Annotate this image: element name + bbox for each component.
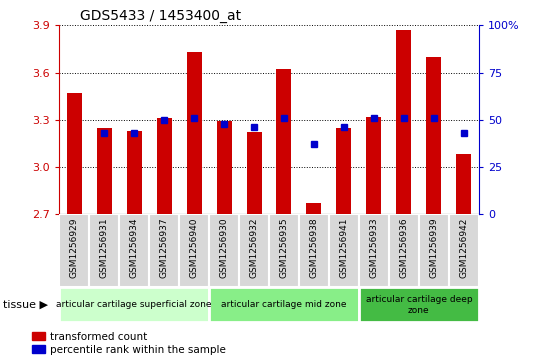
FancyBboxPatch shape	[149, 214, 179, 287]
Bar	[157, 118, 172, 214]
FancyBboxPatch shape	[89, 214, 119, 287]
Legend: transformed count, percentile rank within the sample: transformed count, percentile rank withi…	[32, 332, 226, 355]
Text: GSM1256929: GSM1256929	[69, 218, 79, 278]
Bar	[307, 203, 321, 214]
Bar	[426, 57, 441, 214]
FancyBboxPatch shape	[59, 287, 209, 322]
Text: GSM1256935: GSM1256935	[279, 218, 288, 278]
Text: GSM1256931: GSM1256931	[100, 218, 109, 278]
Text: articular cartilage superficial zone: articular cartilage superficial zone	[56, 301, 212, 309]
Text: GSM1256933: GSM1256933	[370, 218, 378, 278]
FancyBboxPatch shape	[359, 287, 479, 322]
FancyBboxPatch shape	[59, 214, 89, 287]
Bar	[216, 121, 231, 214]
Text: articular cartilage deep
zone: articular cartilage deep zone	[365, 295, 472, 315]
Text: GSM1256938: GSM1256938	[309, 218, 318, 278]
Text: GSM1256941: GSM1256941	[339, 218, 349, 278]
Text: tissue ▶: tissue ▶	[3, 300, 48, 310]
FancyBboxPatch shape	[299, 214, 329, 287]
Text: GSM1256932: GSM1256932	[250, 218, 259, 278]
FancyBboxPatch shape	[329, 214, 359, 287]
Text: GSM1256936: GSM1256936	[399, 218, 408, 278]
FancyBboxPatch shape	[419, 214, 449, 287]
Text: GSM1256942: GSM1256942	[459, 218, 469, 278]
FancyBboxPatch shape	[269, 214, 299, 287]
FancyBboxPatch shape	[389, 214, 419, 287]
FancyBboxPatch shape	[209, 287, 359, 322]
Text: GSM1256930: GSM1256930	[220, 218, 229, 278]
FancyBboxPatch shape	[359, 214, 389, 287]
Bar	[126, 131, 141, 214]
Bar	[277, 69, 292, 214]
Bar	[456, 154, 471, 214]
Bar	[67, 93, 82, 214]
Text: GSM1256939: GSM1256939	[429, 218, 438, 278]
FancyBboxPatch shape	[209, 214, 239, 287]
Text: GSM1256934: GSM1256934	[130, 218, 139, 278]
Bar	[366, 117, 381, 214]
Bar	[187, 52, 202, 214]
FancyBboxPatch shape	[239, 214, 269, 287]
Bar	[397, 30, 412, 214]
Text: articular cartilage mid zone: articular cartilage mid zone	[221, 301, 346, 309]
Bar	[246, 132, 261, 214]
FancyBboxPatch shape	[119, 214, 149, 287]
FancyBboxPatch shape	[179, 214, 209, 287]
Text: GDS5433 / 1453400_at: GDS5433 / 1453400_at	[80, 9, 241, 23]
Text: GSM1256940: GSM1256940	[189, 218, 199, 278]
FancyBboxPatch shape	[449, 214, 479, 287]
Text: GSM1256937: GSM1256937	[160, 218, 168, 278]
Bar	[97, 128, 111, 214]
Bar	[336, 128, 351, 214]
